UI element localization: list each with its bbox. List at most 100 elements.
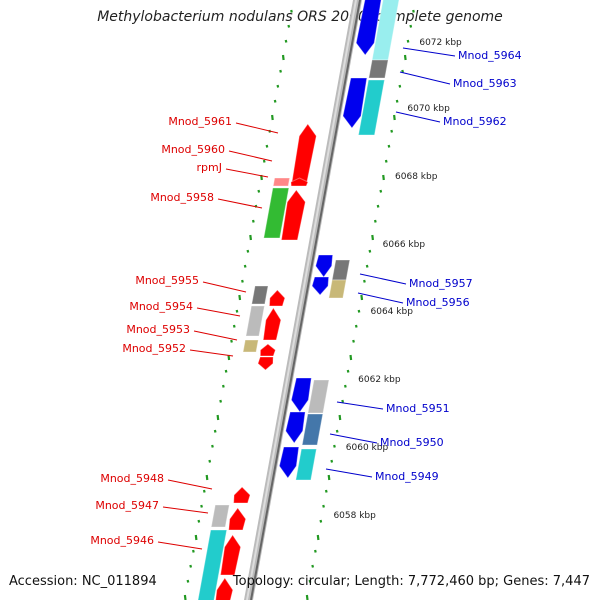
left-gene-label: Mnod_5961: [168, 115, 232, 128]
right-guide-dot: [379, 189, 383, 193]
leader-line: [196, 307, 241, 317]
gene-outline: [357, 79, 386, 136]
gene-outline: [245, 305, 266, 337]
right-guide-dot: [368, 249, 372, 253]
scale-label: 6062 kbp: [358, 375, 401, 385]
left-guide-dot: [200, 504, 203, 508]
right-guide-dot: [403, 54, 407, 61]
gene-outline: [315, 254, 334, 278]
genome-title: Methylobacterium nodulans ORS 2060, comp…: [97, 9, 503, 25]
left-guide-dot: [287, 24, 291, 28]
gene-outline: [290, 377, 312, 413]
left-guide-dot: [221, 384, 225, 388]
leader-line: [359, 273, 407, 285]
left-guide-dot: [290, 9, 293, 13]
gene-arrow: [342, 78, 367, 128]
leader-line: [399, 71, 451, 85]
gene-arrow: [290, 178, 308, 186]
right-guide-dot: [376, 204, 380, 208]
leader-line: [202, 281, 247, 293]
gene-outline: [278, 446, 300, 479]
right-guide-dot: [333, 444, 336, 448]
gene-arrow: [260, 344, 276, 356]
gene-arrow: [291, 378, 312, 412]
gene-arrow: [291, 124, 317, 182]
gene-arrow: [243, 340, 259, 352]
scale-label: 6072 kbp: [419, 38, 462, 48]
left-guide-dot: [246, 249, 250, 253]
left-guide-dot: [241, 279, 244, 283]
scale-label: 6058 kbp: [333, 511, 376, 521]
right-guide-dot: [319, 519, 323, 523]
leader-line: [217, 198, 263, 209]
dotted-guides: [183, 9, 415, 600]
leader-line: [189, 349, 234, 357]
leader-line: [325, 468, 373, 478]
gene-outline: [328, 279, 347, 299]
right-gene-label: Mnod_5957: [409, 277, 473, 290]
left-gene-label: Mnod_5955: [135, 274, 199, 287]
gene-arrow: [281, 190, 306, 240]
right-guide-dot: [384, 159, 388, 163]
gene-arrow: [279, 447, 299, 478]
left-gene-label: Mnod_5947: [95, 499, 159, 512]
gene-arrow: [302, 414, 323, 445]
leader-line: [402, 47, 456, 57]
right-guide-dot: [322, 504, 325, 508]
right-guide-dot: [360, 294, 364, 301]
right-guide-dot: [371, 234, 375, 241]
leader-line: [157, 541, 203, 550]
right-gene-label: Mnod_5950: [380, 436, 444, 449]
gene-outline: [280, 189, 306, 241]
right-guide-dot: [393, 114, 396, 121]
gene-outline: [311, 276, 330, 296]
left-guide-dot: [224, 369, 228, 373]
gene-outline: [272, 177, 291, 187]
gene-arrow: [356, 0, 382, 55]
right-gene-label: Mnod_5951: [386, 402, 450, 415]
right-guide-dot: [330, 459, 334, 463]
gene-outline: [257, 356, 274, 371]
leader-line: [336, 401, 384, 410]
right-gene-label: Mnod_5956: [406, 296, 470, 309]
right-guide-dot: [338, 414, 342, 421]
right-guide-dot: [395, 99, 399, 103]
left-guide-dot: [189, 564, 193, 568]
gene-arrow: [273, 178, 290, 186]
left-guide-dot: [276, 84, 280, 88]
gene-arrow: [263, 188, 289, 238]
right-guide-dot: [341, 399, 345, 403]
left-guide-dot: [257, 189, 261, 193]
scale-label: 6066 kbp: [383, 240, 426, 250]
left-guide-dot: [232, 324, 236, 328]
left-gene-label: Mnod_5948: [100, 472, 164, 485]
right-guide-dot: [390, 129, 394, 133]
scale-label: 6060 kbp: [346, 443, 389, 453]
gene-arrow: [307, 380, 329, 413]
left-guide-dot: [202, 489, 206, 493]
leader-line: [162, 506, 209, 514]
gene-outline: [242, 339, 259, 353]
left-guide-dot: [194, 534, 198, 541]
gene-arrow: [328, 280, 347, 298]
left-guide-dot: [284, 39, 288, 43]
right-gene-label: Mnod_5962: [443, 115, 507, 128]
leader-line: [235, 122, 279, 134]
leader-line: [357, 292, 404, 304]
left-guide-dot: [249, 234, 253, 241]
left-guide-dot: [208, 459, 212, 463]
left-gene-label: Mnod_5953: [126, 323, 190, 336]
gene-arrow: [269, 290, 285, 306]
gene-arrow: [251, 286, 269, 304]
left-guide-dot: [271, 114, 274, 121]
gene-outline: [355, 0, 382, 56]
gene-arrow: [332, 260, 350, 280]
right-guide-dot: [387, 144, 391, 148]
scale-label: 6064 kbp: [371, 307, 414, 317]
gene-arrow: [220, 535, 241, 575]
gene-arrow: [312, 277, 329, 295]
gene-outline: [307, 379, 330, 414]
right-gene-labels: Mnod_5964 Mnod_5963 Mnod_5962 Mnod_5957 Mnod…: [375, 49, 522, 483]
right-guide-dot: [365, 264, 369, 268]
left-gene-label: Mnod_5946: [90, 534, 154, 547]
